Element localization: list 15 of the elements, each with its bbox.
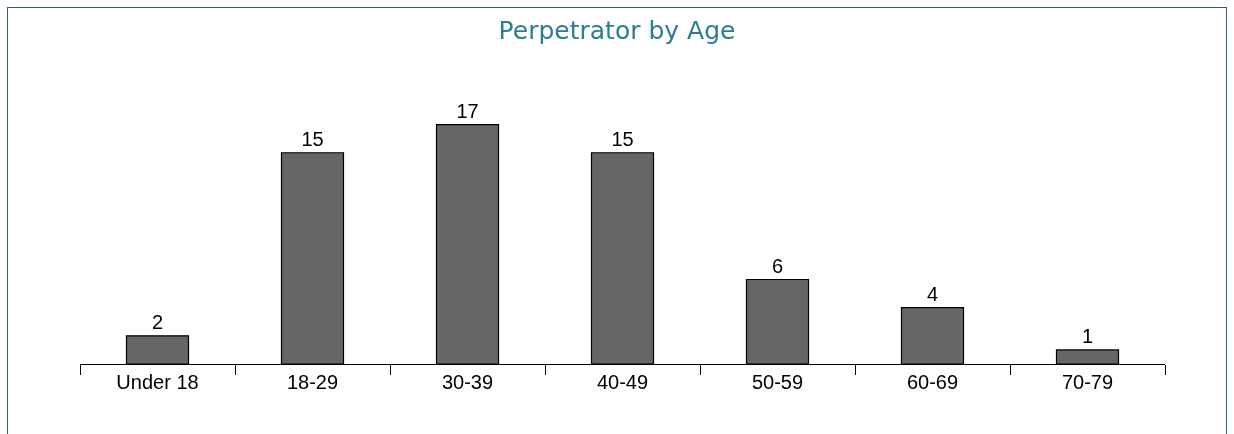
data-label: 15 [611, 127, 634, 150]
data-label: 2 [151, 310, 164, 333]
x-tick-label: 70-79 [1061, 371, 1114, 394]
data-label: 6 [771, 254, 784, 277]
data-label: 1 [1081, 324, 1094, 347]
chart-title: Perpetrator by Age [498, 16, 736, 46]
data-label: 15 [301, 127, 324, 150]
x-tick-label: 50-59 [751, 371, 804, 394]
x-tick-label: 40-49 [596, 371, 649, 394]
data-label: 4 [926, 282, 939, 305]
data-label: 17 [456, 99, 479, 122]
x-tick-label: Under 18 [116, 371, 199, 394]
x-tick-label: 18-29 [286, 371, 339, 394]
x-tick-label: 60-69 [906, 371, 959, 394]
x-tick-label: 30-39 [441, 371, 494, 394]
